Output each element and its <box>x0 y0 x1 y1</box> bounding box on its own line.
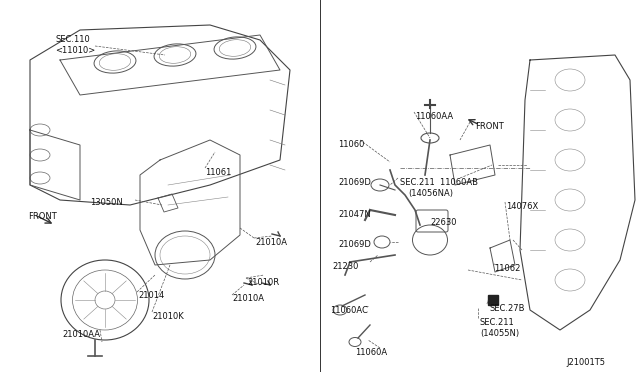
Text: J21001T5: J21001T5 <box>566 358 605 367</box>
Text: (14055N): (14055N) <box>480 329 519 338</box>
Text: 22630: 22630 <box>430 218 456 227</box>
Text: 21069D: 21069D <box>338 240 371 249</box>
Text: 11060AA: 11060AA <box>415 112 453 121</box>
Text: 21010AA: 21010AA <box>62 330 100 339</box>
Text: 21069D: 21069D <box>338 178 371 187</box>
Text: FRONT: FRONT <box>28 212 57 221</box>
Text: SEC.110: SEC.110 <box>55 35 90 44</box>
Text: 14076X: 14076X <box>506 202 538 211</box>
Text: 21010K: 21010K <box>152 312 184 321</box>
Polygon shape <box>488 295 498 305</box>
Text: 11062: 11062 <box>494 264 520 273</box>
Text: (14056NA): (14056NA) <box>408 189 453 198</box>
Text: 21010A: 21010A <box>232 294 264 303</box>
Text: 21010R: 21010R <box>247 278 279 287</box>
Text: 11060A: 11060A <box>355 348 387 357</box>
Text: FRONT: FRONT <box>475 122 504 131</box>
Text: <11010>: <11010> <box>55 46 95 55</box>
Text: 21010A: 21010A <box>255 238 287 247</box>
Text: 11060AC: 11060AC <box>330 306 368 315</box>
Text: 21230: 21230 <box>332 262 358 271</box>
Text: 11060: 11060 <box>338 140 364 149</box>
Text: 13050N: 13050N <box>90 198 123 207</box>
Text: SEC.211  11060AB: SEC.211 11060AB <box>400 178 478 187</box>
Text: SEC.27B: SEC.27B <box>490 304 525 313</box>
Text: 21047N: 21047N <box>338 210 371 219</box>
Text: 11061: 11061 <box>205 168 232 177</box>
Text: 21014: 21014 <box>138 291 164 300</box>
Text: SEC.211: SEC.211 <box>480 318 515 327</box>
